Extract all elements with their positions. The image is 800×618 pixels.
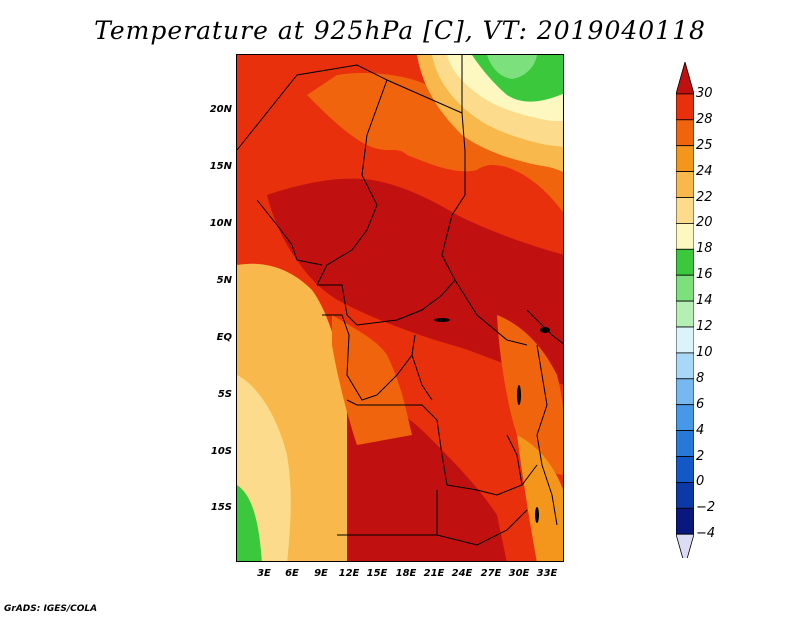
- border-zambia: [436, 490, 528, 546]
- temperature-field: [237, 55, 563, 561]
- colorbar-label: 4: [696, 422, 705, 438]
- lon-label: 12E: [338, 568, 360, 579]
- east-orange: [497, 315, 563, 475]
- border-tanganyika: [506, 434, 523, 486]
- temperature-map: [236, 54, 564, 562]
- colorbar-box: [676, 197, 694, 224]
- colorbar-box: [676, 456, 694, 483]
- lat-label: 5N: [216, 275, 232, 286]
- colorbar-label: 16: [696, 267, 713, 283]
- lon-label: 21E: [423, 568, 445, 579]
- colorbar-top-triangle: [676, 62, 694, 95]
- lat-label: 15S: [210, 502, 232, 513]
- west-red: [237, 150, 298, 270]
- colorbar-box: [676, 274, 694, 302]
- colorbar-box: [676, 326, 694, 354]
- colorbar-label: 18: [696, 241, 713, 257]
- lon-label: 27E: [480, 568, 502, 579]
- border-drc-central: [411, 354, 433, 401]
- colorbar-box: [676, 430, 694, 457]
- colorbar-box: [676, 378, 694, 406]
- colorbar-label: −4: [696, 526, 716, 542]
- lon-label: 15E: [366, 568, 388, 579]
- lakes: [434, 318, 550, 523]
- colorbar-label: 2: [696, 448, 705, 464]
- colorbar-label: 30: [696, 85, 713, 101]
- lon-label: 3E: [257, 568, 271, 579]
- colorbar-label: 28: [696, 111, 713, 127]
- southeast-orange: [517, 435, 563, 561]
- colorbar-box: [676, 300, 694, 328]
- lat-label: 5S: [217, 389, 232, 400]
- colorbar-label: 24: [696, 163, 713, 179]
- colorbar-label: 6: [696, 396, 705, 412]
- colorbar: [676, 62, 694, 558]
- colorbar-box: [676, 222, 694, 250]
- lake-inland: [434, 318, 450, 322]
- border-east: [536, 344, 558, 526]
- colorbar-box: [676, 93, 694, 121]
- colorbar-bottom-triangle: [676, 533, 694, 558]
- lake-tanganyika: [517, 385, 521, 405]
- sahara-orange-band: [307, 73, 563, 213]
- congo-orange: [332, 315, 412, 445]
- lake-malawi: [535, 507, 539, 523]
- southwest-green: [237, 485, 262, 561]
- colorbar-box: [676, 404, 694, 432]
- colorbar-label: 25: [696, 137, 713, 153]
- border-gabon-congo: [322, 314, 416, 401]
- northeast-lightgreen: [487, 55, 537, 79]
- lon-label: 18E: [395, 568, 417, 579]
- lat-label: 15N: [209, 161, 232, 172]
- colorbar-box: [676, 171, 694, 198]
- lon-label: 33E: [536, 568, 558, 579]
- colorbar-label: 22: [696, 189, 713, 205]
- border-car: [317, 279, 456, 326]
- colorbar-label: −2: [696, 500, 716, 516]
- border-nigeria: [256, 199, 323, 266]
- colorbar-box: [676, 481, 694, 509]
- colorbar-label: 20: [696, 215, 713, 231]
- colorbar-box: [676, 119, 694, 147]
- lat-label: 10N: [209, 218, 232, 229]
- colorbar-label: 14: [696, 293, 713, 309]
- lon-label: 30E: [508, 568, 530, 579]
- colorbar-label: 0: [696, 474, 705, 490]
- lon-label: 24E: [451, 568, 473, 579]
- colorbar-label: 8: [696, 370, 705, 386]
- country-borders: [237, 55, 563, 546]
- border-drc-angola: [346, 399, 538, 496]
- border-sudan: [441, 151, 528, 346]
- border-sahara: [237, 64, 466, 152]
- lat-label: EQ: [216, 332, 232, 343]
- colorbar-box: [676, 352, 694, 380]
- grads-credit: GrADS: IGES/COLA: [4, 604, 98, 614]
- lat-label: 20N: [209, 104, 232, 115]
- colorbar-box: [676, 248, 694, 276]
- colorbar-label: 12: [696, 319, 713, 334]
- colorbar-box: [676, 145, 694, 172]
- colorbar-boxes: [676, 62, 694, 558]
- colorbar-label: 10: [696, 344, 713, 360]
- lon-label: 9E: [314, 568, 328, 579]
- equatorial-red-core: [267, 178, 563, 385]
- lon-label: 6E: [285, 568, 299, 579]
- border-chad: [316, 79, 388, 286]
- lake-victoria: [540, 327, 550, 333]
- map-title: Temperature at 925hPa [C], VT: 201904011…: [94, 16, 706, 45]
- colorbar-box: [676, 507, 694, 535]
- lat-label: 10S: [210, 446, 232, 457]
